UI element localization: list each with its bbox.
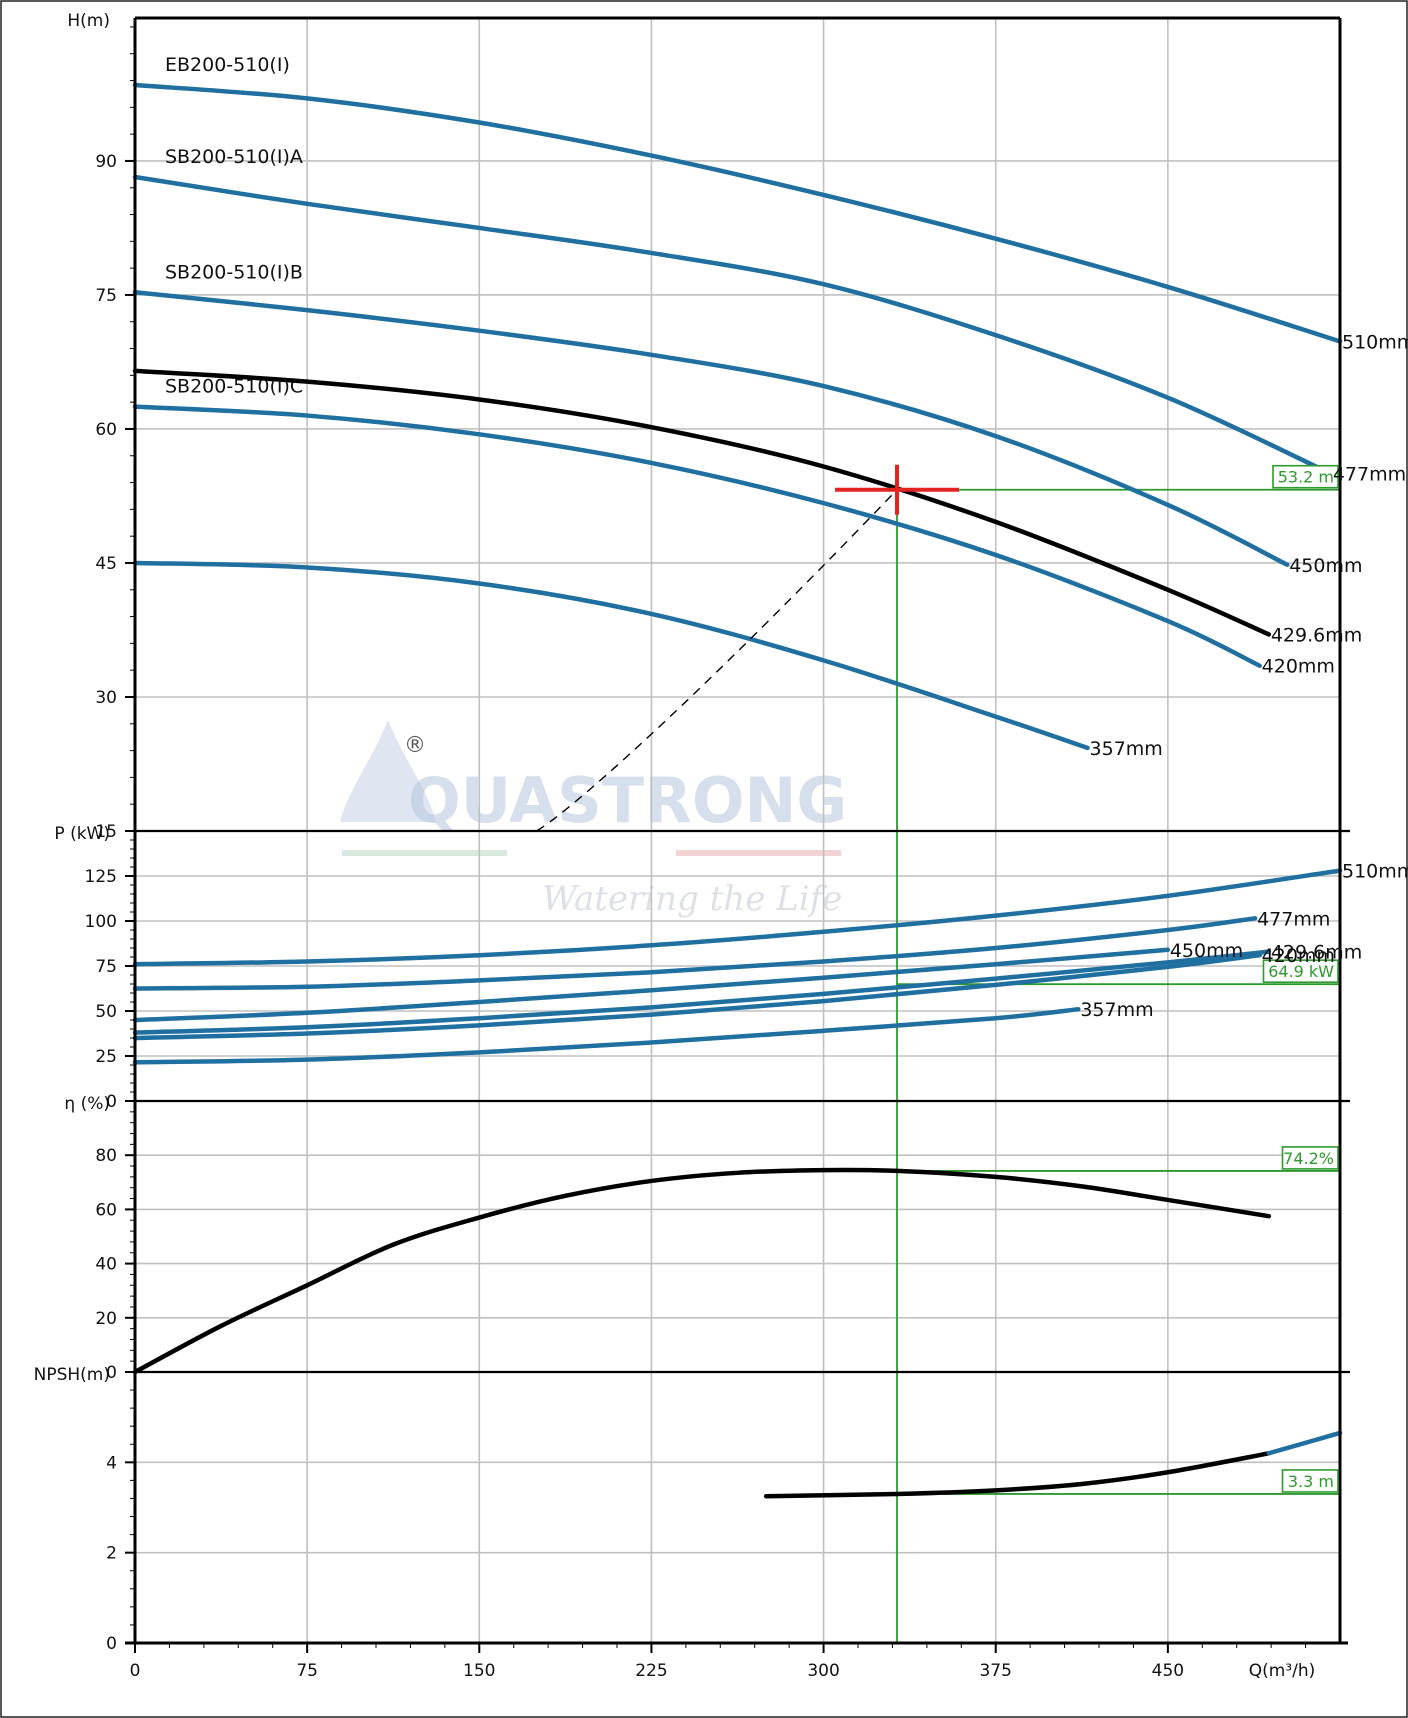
npsh-curve	[1266, 1430, 1343, 1456]
model-name: SB200-510(I)C	[165, 376, 303, 398]
water-drop-logo-icon	[340, 720, 436, 822]
y-axis-title: η (%)	[64, 1094, 110, 1114]
operating-value-label: 74.2%	[1283, 1149, 1334, 1168]
brand-watermark: QUASTRONG ® Watering the Life	[340, 720, 847, 919]
y-tick-label: 80	[95, 1146, 117, 1166]
x-tick-label: 450	[1152, 1661, 1184, 1681]
head-curve-label: 429.6mm	[1271, 624, 1362, 646]
y-tick-label: 20	[95, 1309, 117, 1329]
y-tick-label: 60	[95, 1200, 117, 1220]
operating-point-lines	[896, 478, 1340, 1643]
model-name: SB200-510(I)A	[165, 146, 303, 168]
operating-value-box	[1272, 464, 1339, 489]
x-tick-label: 375	[979, 1661, 1011, 1681]
x-tick-label: 75	[296, 1661, 318, 1681]
y-tick-label: 25	[95, 1047, 117, 1067]
y-tick-label: 125	[85, 867, 117, 887]
watermark-bar-red	[676, 850, 841, 856]
y-tick-label: 75	[95, 957, 117, 977]
power-curve-label: 429.6mm	[1271, 942, 1362, 964]
watermark-brand: QUASTRONG	[408, 764, 847, 837]
y-tick-label: 100	[85, 912, 117, 932]
operating-value-label: 53.2 m	[1278, 468, 1334, 487]
operating-value-label: 64.9 kW	[1268, 962, 1334, 981]
power-curve-label: 450mm	[1170, 940, 1243, 962]
head-curve-label: 420mm	[1262, 656, 1335, 678]
operating-value-box	[1262, 959, 1339, 983]
watermark-bar-green	[342, 850, 507, 856]
y-axis-title: P (kW)	[54, 824, 110, 844]
x-tick-label: 300	[807, 1661, 839, 1681]
y-tick-label: 0	[106, 1634, 117, 1654]
x-tick-label: 225	[635, 1661, 667, 1681]
model-name: EB200-510(I)	[165, 54, 290, 76]
head-curve	[132, 174, 1334, 476]
y-axis-title: H(m)	[67, 11, 110, 31]
head-curve-label: 450mm	[1289, 555, 1362, 577]
head-curve	[132, 290, 1290, 568]
system-curve	[536, 491, 896, 832]
y-tick-label: 4	[106, 1453, 117, 1473]
x-tick-label: 150	[463, 1661, 495, 1681]
labels: 15 30 45 60 75 90 H(m) 53.2 m 510mm 477mm 450mm 429…	[34, 11, 1408, 1681]
y-tick-label: 2	[106, 1544, 117, 1564]
y-tick-label: 60	[95, 420, 117, 440]
head-curve	[132, 560, 1090, 751]
power-curve	[132, 949, 1272, 1035]
power-curve	[132, 1006, 1081, 1065]
y-tick-label: 90	[95, 152, 117, 172]
power-curve	[132, 947, 1171, 1023]
power-curve	[132, 916, 1258, 991]
y-tick-label: 45	[95, 554, 117, 574]
head-curve-label: 510mm	[1342, 331, 1408, 353]
power-curve-label: 510mm	[1342, 861, 1408, 883]
y-tick-label: 30	[95, 688, 117, 708]
operating-value-label: 3.3 m	[1288, 1472, 1334, 1491]
npsh-curve	[763, 1451, 1272, 1499]
y-tick-label: 75	[95, 286, 117, 306]
power-curve-label: 420mm	[1262, 945, 1335, 967]
y-tick-label: 0	[106, 1092, 117, 1112]
head-curve	[132, 404, 1262, 668]
x-axis-title: Q(m³/h)	[1249, 1661, 1316, 1681]
power-curve	[132, 868, 1343, 967]
operating-value-box	[1281, 1146, 1339, 1170]
y-tick-label: 15	[95, 822, 117, 842]
power-curve-label: 477mm	[1257, 908, 1330, 930]
y-tick-label: 40	[95, 1255, 117, 1275]
operating-value-box	[1281, 1469, 1339, 1493]
y-tick-label: 0	[106, 1363, 117, 1383]
model-name: SB200-510(I)B	[165, 261, 303, 283]
curves	[132, 82, 1343, 1499]
efficiency-curve	[132, 1167, 1272, 1375]
watermark-tagline: Watering the Life	[542, 879, 842, 919]
head-curve-label: 477mm	[1333, 464, 1406, 486]
head-curve-label: 357mm	[1090, 738, 1163, 760]
head-curve	[132, 82, 1343, 344]
y-tick-label: 50	[95, 1002, 117, 1022]
registered-mark: ®	[404, 733, 426, 758]
x-tick-label: 0	[130, 1661, 141, 1681]
power-curve	[132, 952, 1262, 1041]
head-curve	[132, 368, 1272, 637]
y-axis-title: NPSH(m)	[34, 1365, 110, 1385]
power-curve-label: 357mm	[1080, 999, 1153, 1021]
